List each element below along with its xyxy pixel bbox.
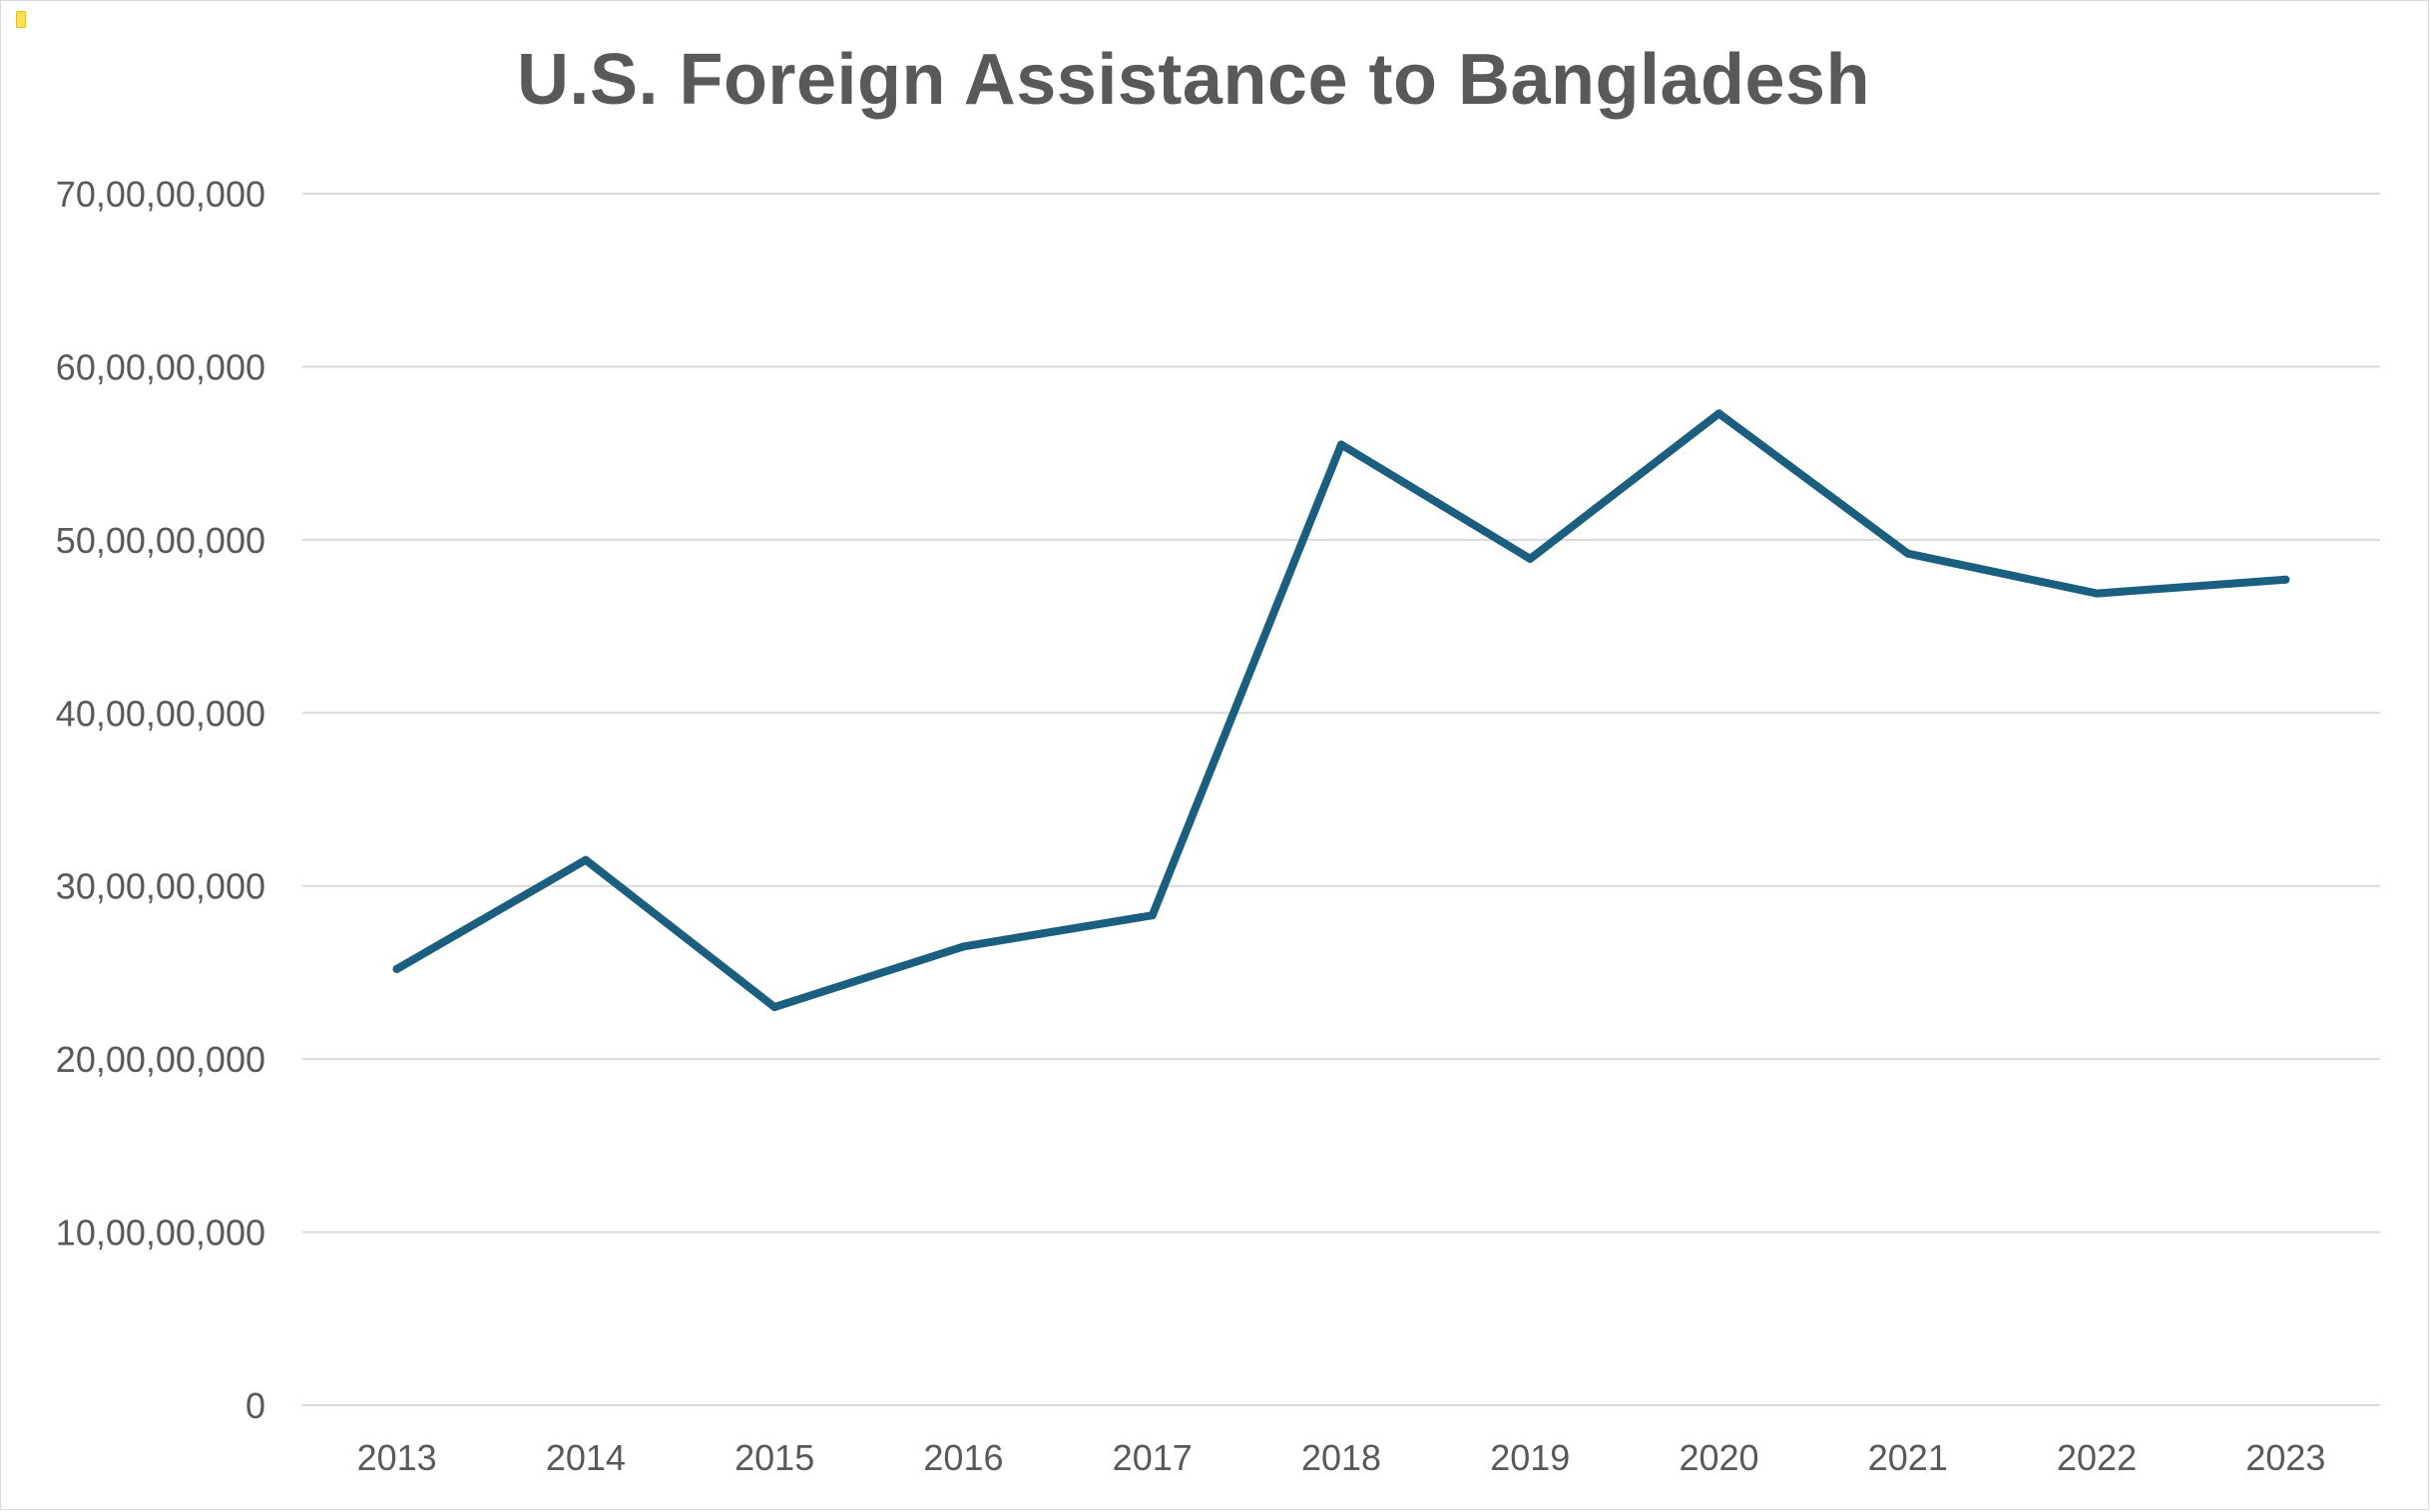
- data-point: [581, 855, 590, 864]
- data-point: [1526, 554, 1535, 563]
- x-tick-label: 2021: [1868, 1437, 1948, 1478]
- y-tick-label: 20,00,00,000: [56, 1039, 265, 1080]
- y-tick-label: 40,00,00,000: [56, 693, 265, 734]
- gridlines: [302, 193, 2380, 1406]
- data-point: [1903, 549, 1912, 558]
- data-point: [392, 964, 401, 973]
- x-tick-label: 2015: [734, 1437, 814, 1478]
- data-point: [770, 1003, 779, 1012]
- x-tick-label: 2014: [546, 1437, 626, 1478]
- y-tick-label: 60,00,00,000: [56, 346, 265, 387]
- data-point: [2281, 575, 2290, 584]
- data-point: [2093, 589, 2102, 598]
- x-tick-label: 2022: [2057, 1437, 2137, 1478]
- y-tick-label: 30,00,00,000: [56, 866, 265, 907]
- x-tick-label: 2016: [923, 1437, 1003, 1478]
- chart-title: U.S. Foreign Assistance to Bangladesh: [516, 40, 1871, 120]
- x-tick-label: 2023: [2245, 1437, 2325, 1478]
- series-layer: [392, 409, 2290, 1012]
- y-tick-label: 10,00,00,000: [56, 1213, 265, 1254]
- y-tick-label: 50,00,00,000: [56, 520, 265, 561]
- selection-handle-icon[interactable]: [16, 11, 26, 28]
- data-point: [1337, 440, 1345, 449]
- x-tick-label: 2020: [1679, 1437, 1758, 1478]
- data-point: [1148, 911, 1157, 920]
- y-tick-label: 70,00,00,000: [56, 174, 265, 215]
- x-tick-label: 2017: [1113, 1437, 1193, 1478]
- x-axis-tick-labels: 2013 2014 2015 2016 2017 2018 2019 2020 2021 2022…: [357, 1437, 2326, 1478]
- data-point: [959, 942, 968, 951]
- series-line: [392, 409, 2290, 1012]
- data-point: [1714, 409, 1723, 418]
- y-axis-tick-labels: 0 10,00,00,000 20,00,00,000 30,00,00,000 40,…: [56, 174, 265, 1426]
- x-tick-label: 2019: [1490, 1437, 1570, 1478]
- x-tick-label: 2013: [357, 1437, 437, 1478]
- x-tick-label: 2018: [1301, 1437, 1381, 1478]
- y-tick-label: 0: [245, 1385, 265, 1426]
